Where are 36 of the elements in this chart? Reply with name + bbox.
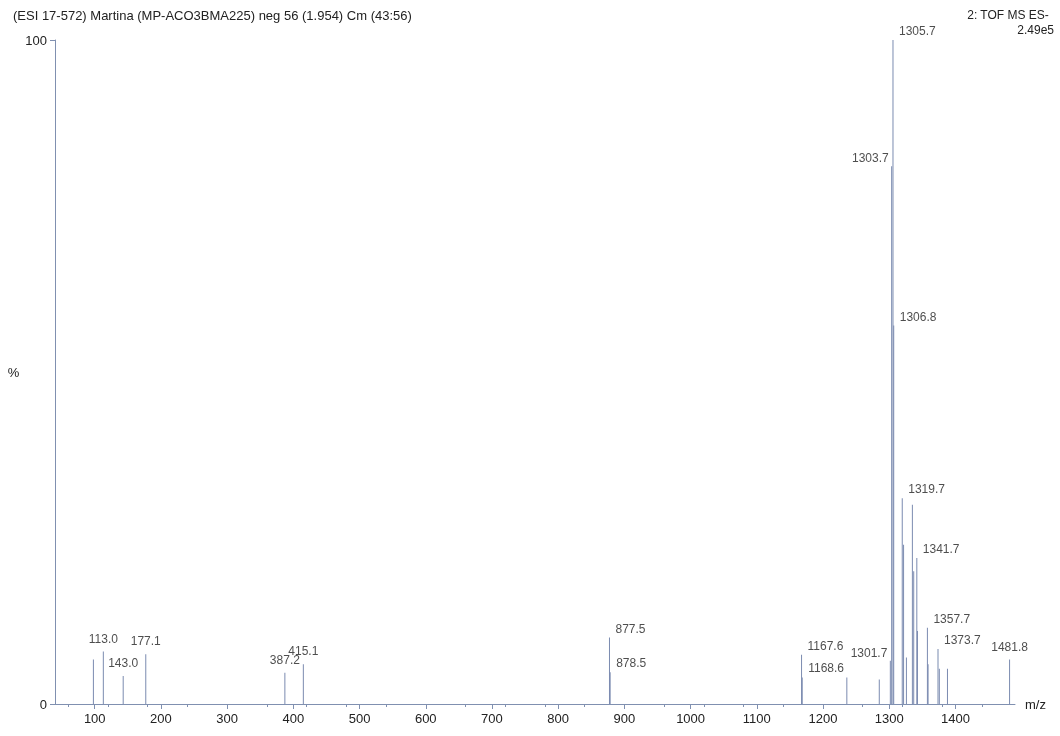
annotation: 1305.7 <box>898 24 937 38</box>
annotation: 878.5 <box>616 656 647 671</box>
x-axis-title: m/z <box>1025 696 1046 712</box>
annotation: 1301.7 <box>850 645 888 660</box>
y-axis-title: % <box>7 364 20 380</box>
x-tick-label: 1000 <box>676 711 706 726</box>
chart-title: (ESI 17-572) Martina (MP-ACO3BMA225) neg 56 (1.954) Cm (43:56) <box>13 8 412 23</box>
x-tick-label: 1200 <box>808 711 838 726</box>
annotation: 1357.7 <box>933 611 971 626</box>
x-tick-label: 700 <box>481 711 503 726</box>
x-tick-label: 800 <box>547 711 570 726</box>
x-tick-label: 1400 <box>940 711 970 726</box>
x-tick-label: 200 <box>150 711 172 726</box>
annotation: 1306.8 <box>899 309 937 324</box>
annotation: 1168.6 <box>808 661 845 676</box>
annotation: 1481.8 <box>991 639 1029 654</box>
annotation: 1341.7 <box>922 541 960 556</box>
x-tick-label: 600 <box>414 711 437 726</box>
y-tick-label: 0 <box>39 696 47 712</box>
annotation: 113.0 <box>88 631 119 646</box>
annotation: 1373.7 <box>944 632 982 647</box>
x-tick-label: 300 <box>216 711 238 726</box>
x-tick-label: 1300 <box>874 711 904 726</box>
x-tick-label: 900 <box>613 711 636 726</box>
text: 2.49e5 <box>1017 23 1055 37</box>
chart-subtitle: 2: TOF MS ES- <box>967 8 1049 22</box>
annotation: 177.1 <box>130 634 162 649</box>
annotation: 877.5 <box>615 621 646 636</box>
x-tick-label: 100 <box>83 711 106 726</box>
x-tick-label: 400 <box>282 711 305 726</box>
annotation: 1319.7 <box>908 482 946 497</box>
annotation: 1303.7 <box>851 151 889 166</box>
x-tick-label: 1100 <box>742 711 771 726</box>
annotation: 143.0 <box>108 656 139 671</box>
annotation: 1167.6 <box>807 638 844 653</box>
x-tick-label: 500 <box>348 711 371 726</box>
